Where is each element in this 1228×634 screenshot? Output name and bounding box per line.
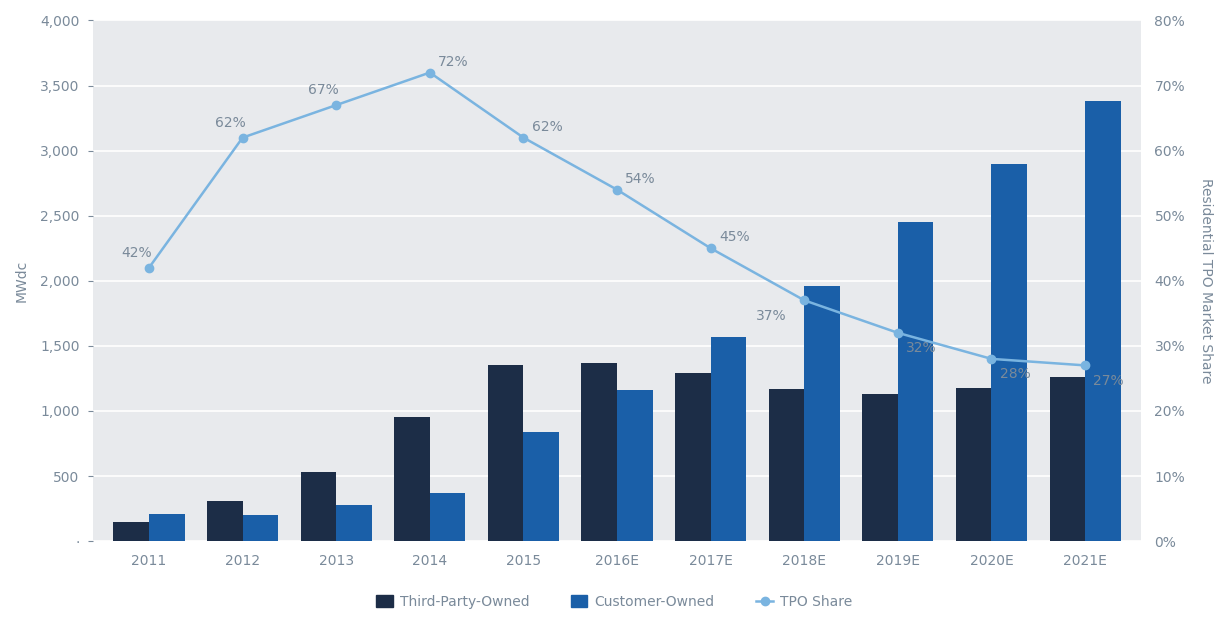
Line: TPO Share: TPO Share — [145, 68, 1089, 370]
TPO Share — [797, 297, 812, 304]
Text: 62%: 62% — [215, 115, 246, 129]
Bar — [149, 514, 184, 541]
Text: 37%: 37% — [755, 309, 786, 323]
Bar — [675, 373, 711, 541]
Bar — [804, 286, 840, 541]
Text: 62%: 62% — [532, 120, 562, 134]
TPO Share — [984, 355, 998, 363]
TPO Share — [422, 68, 437, 76]
Bar — [430, 493, 465, 541]
TPO Share — [236, 134, 251, 141]
Bar — [488, 365, 523, 541]
TPO Share — [141, 264, 156, 271]
Text: 67%: 67% — [308, 83, 339, 97]
Bar — [711, 337, 747, 541]
TPO Share — [516, 134, 530, 141]
TPO Share — [329, 101, 344, 109]
Bar — [898, 223, 933, 541]
Y-axis label: Residential TPO Market Share: Residential TPO Market Share — [1199, 178, 1213, 384]
Bar — [582, 363, 616, 541]
Bar — [523, 432, 559, 541]
TPO Share — [1078, 361, 1093, 369]
Bar — [243, 515, 279, 541]
Y-axis label: MWdc: MWdc — [15, 260, 29, 302]
Text: 28%: 28% — [1000, 367, 1030, 381]
Legend: Third-Party-Owned, Customer-Owned, TPO Share: Third-Party-Owned, Customer-Owned, TPO S… — [371, 589, 857, 614]
TPO Share — [609, 186, 624, 193]
Bar — [208, 501, 243, 541]
Bar — [1086, 101, 1121, 541]
Bar — [862, 394, 898, 541]
Text: 72%: 72% — [438, 55, 469, 68]
Text: 45%: 45% — [718, 230, 749, 244]
Bar — [1050, 377, 1086, 541]
Bar — [113, 522, 149, 541]
Bar — [394, 417, 430, 541]
Text: 27%: 27% — [1093, 374, 1124, 388]
Text: 54%: 54% — [625, 172, 656, 186]
Bar — [991, 164, 1027, 541]
Bar — [955, 388, 991, 541]
Text: 32%: 32% — [906, 341, 937, 355]
Text: 42%: 42% — [122, 245, 152, 260]
Bar — [336, 505, 372, 541]
TPO Share — [704, 245, 718, 252]
Bar — [616, 390, 652, 541]
Bar — [769, 389, 804, 541]
Bar — [301, 472, 336, 541]
TPO Share — [890, 329, 905, 337]
